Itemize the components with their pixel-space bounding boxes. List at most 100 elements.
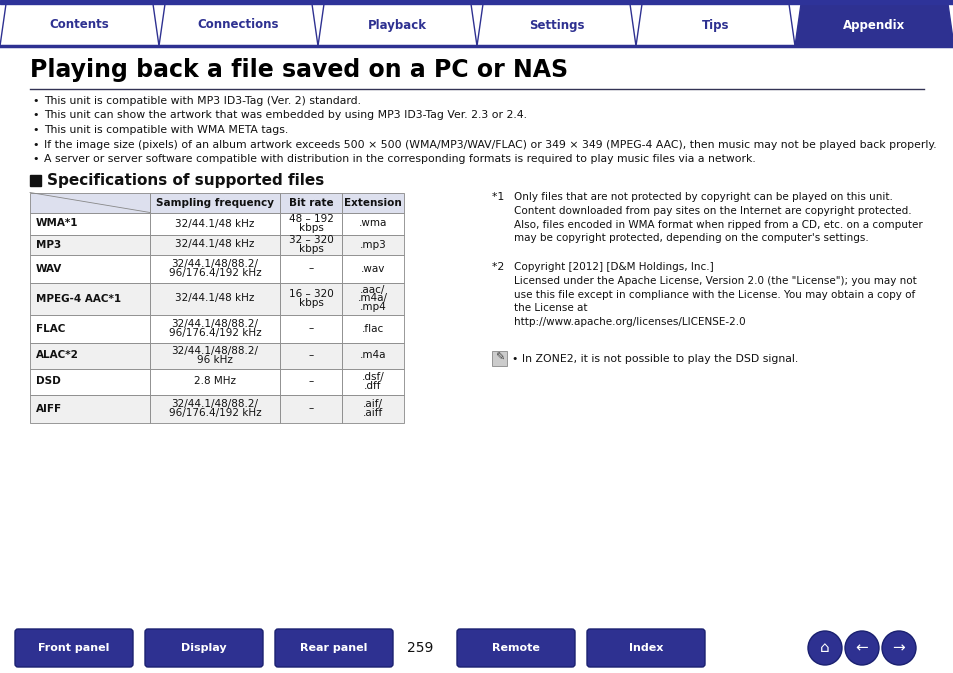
Bar bbox=[280, 314, 341, 343]
Bar bbox=[150, 213, 280, 234]
Bar bbox=[30, 314, 150, 343]
Text: This unit can show the artwork that was embedded by using MP3 ID3-Tag Ver. 2.3 o: This unit can show the artwork that was … bbox=[44, 110, 526, 120]
Text: A server or server software compatible with distribution in the corresponding fo: A server or server software compatible w… bbox=[44, 154, 755, 164]
Text: Extension: Extension bbox=[344, 197, 401, 207]
Bar bbox=[30, 369, 150, 394]
Bar bbox=[150, 369, 280, 394]
Text: 32/44.1/48/88.2/: 32/44.1/48/88.2/ bbox=[172, 346, 258, 356]
Polygon shape bbox=[0, 4, 159, 46]
Bar bbox=[492, 351, 506, 365]
FancyBboxPatch shape bbox=[15, 629, 132, 667]
Text: WMA*1: WMA*1 bbox=[36, 219, 78, 229]
Polygon shape bbox=[636, 4, 794, 46]
Text: Only files that are not protected by copyright can be played on this unit.
Conte: Only files that are not protected by cop… bbox=[514, 192, 922, 244]
Text: •: • bbox=[32, 154, 38, 164]
Bar bbox=[341, 314, 403, 343]
Bar bbox=[341, 369, 403, 394]
Text: 96/176.4/192 kHz: 96/176.4/192 kHz bbox=[169, 328, 261, 338]
Text: Display: Display bbox=[181, 643, 227, 653]
Polygon shape bbox=[317, 4, 476, 46]
Text: .mp4: .mp4 bbox=[359, 302, 386, 312]
Text: 32/44.1/48 kHz: 32/44.1/48 kHz bbox=[175, 240, 254, 250]
Text: .aiff: .aiff bbox=[362, 408, 383, 418]
Text: *1: *1 bbox=[492, 192, 511, 203]
Text: .dff: .dff bbox=[364, 381, 381, 391]
Text: 32 – 320: 32 – 320 bbox=[289, 236, 333, 245]
Text: 32/44.1/48 kHz: 32/44.1/48 kHz bbox=[175, 219, 254, 229]
Bar bbox=[30, 254, 150, 283]
Polygon shape bbox=[476, 4, 636, 46]
Circle shape bbox=[844, 631, 878, 665]
Text: –: – bbox=[308, 351, 314, 361]
Text: Contents: Contents bbox=[50, 18, 110, 32]
Text: ⌂: ⌂ bbox=[820, 641, 829, 656]
Text: 96/176.4/192 kHz: 96/176.4/192 kHz bbox=[169, 268, 261, 278]
Text: Front panel: Front panel bbox=[38, 643, 110, 653]
Text: •: • bbox=[32, 96, 38, 106]
Bar bbox=[150, 394, 280, 423]
Bar bbox=[30, 213, 150, 234]
Bar bbox=[341, 254, 403, 283]
Text: kbps: kbps bbox=[298, 244, 323, 254]
Text: This unit is compatible with WMA META tags.: This unit is compatible with WMA META ta… bbox=[44, 125, 288, 135]
Bar bbox=[30, 234, 150, 254]
Text: –: – bbox=[308, 376, 314, 386]
Bar bbox=[341, 394, 403, 423]
Bar bbox=[341, 192, 403, 213]
Bar bbox=[150, 314, 280, 343]
Bar bbox=[30, 174, 41, 186]
Text: 32/44.1/48/88.2/: 32/44.1/48/88.2/ bbox=[172, 319, 258, 329]
Bar bbox=[280, 192, 341, 213]
Text: MPEG-4 AAC*1: MPEG-4 AAC*1 bbox=[36, 293, 121, 304]
Text: 32/44.1/48 kHz: 32/44.1/48 kHz bbox=[175, 293, 254, 304]
Text: Settings: Settings bbox=[528, 18, 583, 32]
Bar bbox=[280, 283, 341, 314]
Text: Connections: Connections bbox=[197, 18, 279, 32]
Text: .wma: .wma bbox=[358, 219, 387, 229]
Text: 2.8 MHz: 2.8 MHz bbox=[193, 376, 235, 386]
Text: •: • bbox=[32, 125, 38, 135]
Text: This unit is compatible with MP3 ID3-Tag (Ver. 2) standard.: This unit is compatible with MP3 ID3-Tag… bbox=[44, 96, 360, 106]
Bar bbox=[150, 343, 280, 369]
Text: ←: ← bbox=[855, 641, 867, 656]
Text: 16 – 320: 16 – 320 bbox=[289, 289, 333, 299]
Text: –: – bbox=[308, 324, 314, 334]
Text: 48 – 192: 48 – 192 bbox=[288, 214, 334, 224]
Polygon shape bbox=[794, 4, 953, 46]
Text: .mp3: .mp3 bbox=[359, 240, 386, 250]
Bar bbox=[30, 394, 150, 423]
FancyBboxPatch shape bbox=[274, 629, 393, 667]
Circle shape bbox=[807, 631, 841, 665]
Text: Tips: Tips bbox=[701, 18, 728, 32]
Text: *2: *2 bbox=[492, 262, 511, 273]
Bar bbox=[341, 234, 403, 254]
Text: 259: 259 bbox=[406, 641, 433, 655]
Text: • In ZONE2, it is not possible to play the DSD signal.: • In ZONE2, it is not possible to play t… bbox=[512, 353, 798, 363]
Bar bbox=[280, 394, 341, 423]
Text: ✎: ✎ bbox=[495, 353, 503, 363]
Text: •: • bbox=[32, 139, 38, 149]
Bar bbox=[280, 343, 341, 369]
Bar bbox=[150, 192, 280, 213]
Text: Rear panel: Rear panel bbox=[300, 643, 367, 653]
Text: kbps: kbps bbox=[298, 297, 323, 308]
Bar bbox=[150, 283, 280, 314]
Bar bbox=[30, 343, 150, 369]
Text: Playing back a file saved on a PC or NAS: Playing back a file saved on a PC or NAS bbox=[30, 58, 568, 82]
Bar bbox=[280, 213, 341, 234]
Text: Playback: Playback bbox=[368, 18, 427, 32]
FancyBboxPatch shape bbox=[456, 629, 575, 667]
Bar bbox=[280, 234, 341, 254]
Text: .m4a/: .m4a/ bbox=[357, 293, 388, 304]
Bar bbox=[0, 0, 953, 4]
Text: –: – bbox=[308, 264, 314, 273]
Text: MP3: MP3 bbox=[36, 240, 61, 250]
Text: AIFF: AIFF bbox=[36, 404, 62, 413]
Text: Index: Index bbox=[628, 643, 662, 653]
Text: Specifications of supported files: Specifications of supported files bbox=[47, 174, 324, 188]
Text: If the image size (pixels) of an album artwork exceeds 500 × 500 (WMA/MP3/WAV/FL: If the image size (pixels) of an album a… bbox=[44, 139, 936, 149]
Text: 32/44.1/48/88.2/: 32/44.1/48/88.2/ bbox=[172, 259, 258, 269]
Text: •: • bbox=[32, 110, 38, 120]
Bar bbox=[341, 343, 403, 369]
Bar bbox=[341, 283, 403, 314]
